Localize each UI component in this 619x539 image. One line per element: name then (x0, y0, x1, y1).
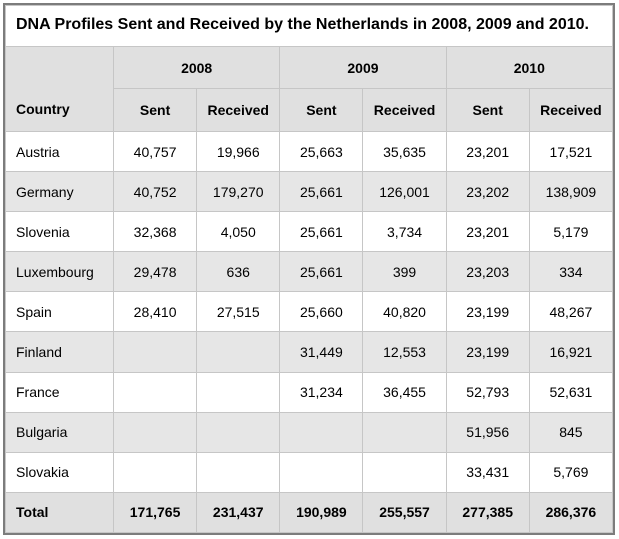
country-cell: Luxembourg (5, 251, 114, 293)
value-cell: 126,001 (362, 171, 447, 213)
year-header-2010: 2010 (445, 46, 614, 89)
value-cell: 5,179 (528, 211, 614, 253)
total-value-cell: 255,557 (362, 491, 447, 534)
value-cell: 179,270 (196, 171, 281, 213)
country-column-header: Country (5, 46, 114, 132)
value-cell: 23,201 (445, 130, 530, 173)
value-cell: 5,769 (528, 451, 614, 493)
value-cell: 52,631 (528, 371, 614, 413)
year-header-2008: 2008 (112, 46, 281, 89)
subheader-row: Sent Received Sent Received Sent Receive… (6, 88, 614, 132)
value-cell: 12,553 (362, 331, 447, 373)
value-cell: 17,521 (528, 130, 614, 173)
value-cell: 3,734 (362, 211, 447, 253)
total-label: Total (5, 491, 114, 534)
value-cell: 48,267 (528, 291, 614, 333)
value-cell (196, 411, 281, 453)
table-row-france: France 31,234 36,455 52,793 52,631 (5, 371, 614, 413)
col-header-received-2008: Received (196, 88, 281, 132)
value-cell: 36,455 (362, 371, 447, 413)
value-cell: 636 (196, 251, 281, 293)
value-cell: 25,661 (279, 211, 364, 253)
value-cell: 27,515 (196, 291, 281, 333)
total-value-cell: 190,989 (279, 491, 364, 534)
col-header-sent-2010: Sent (445, 88, 530, 132)
value-cell: 138,909 (528, 171, 614, 213)
table-row-germany: Germany 40,752 179,270 25,661 126,001 23… (5, 171, 614, 213)
total-row: Total 171,765 231,437 190,989 255,557 27… (5, 491, 614, 534)
value-cell: 29,478 (112, 251, 198, 293)
value-cell: 25,663 (279, 130, 364, 173)
value-cell: 19,966 (196, 130, 281, 173)
value-cell: 40,752 (112, 171, 198, 213)
country-cell: Finland (5, 331, 114, 373)
table-row-slovakia: Slovakia 33,431 5,769 (5, 451, 614, 493)
value-cell: 25,660 (279, 291, 364, 333)
value-cell (112, 411, 198, 453)
value-cell: 40,757 (112, 130, 198, 173)
value-cell: 23,199 (445, 331, 530, 373)
value-cell: 31,234 (279, 371, 364, 413)
value-cell: 32,368 (112, 211, 198, 253)
table-row-finland: Finland 31,449 12,553 23,199 16,921 (5, 331, 614, 373)
value-cell: 28,410 (112, 291, 198, 333)
value-cell: 35,635 (362, 130, 447, 173)
value-cell: 40,820 (362, 291, 447, 333)
value-cell (196, 451, 281, 493)
total-value-cell: 277,385 (445, 491, 530, 534)
value-cell: 52,793 (445, 371, 530, 413)
title-row: DNA Profiles Sent and Received by the Ne… (5, 5, 613, 47)
value-cell (196, 371, 281, 413)
table-row-luxembourg: Luxembourg 29,478 636 25,661 399 23,203 … (5, 251, 614, 293)
value-cell: 33,431 (445, 451, 530, 493)
table-title: DNA Profiles Sent and Received by the Ne… (5, 5, 613, 47)
value-cell: 31,449 (279, 331, 364, 373)
total-value-cell: 286,376 (528, 491, 614, 534)
total-value-cell: 231,437 (196, 491, 281, 534)
country-cell: Bulgaria (5, 411, 114, 453)
table-row-bulgaria: Bulgaria 51,956 845 (5, 411, 614, 453)
year-header-2009: 2009 (279, 46, 447, 89)
value-cell: 845 (528, 411, 614, 453)
col-header-sent-2009: Sent (279, 88, 364, 132)
value-cell: 25,661 (279, 251, 364, 293)
value-cell (362, 411, 447, 453)
country-cell: Germany (5, 171, 114, 213)
value-cell: 23,199 (445, 291, 530, 333)
value-cell: 334 (528, 251, 614, 293)
value-cell (112, 331, 198, 373)
col-header-received-2009: Received (362, 88, 447, 132)
value-cell: 399 (362, 251, 447, 293)
dna-profiles-table: DNA Profiles Sent and Received by the Ne… (5, 5, 614, 534)
table-row-austria: Austria 40,757 19,966 25,663 35,635 23,2… (5, 130, 614, 173)
col-header-sent-2008: Sent (112, 88, 198, 132)
value-cell (279, 451, 364, 493)
value-cell: 23,202 (445, 171, 530, 213)
table-row-slovenia: Slovenia 32,368 4,050 25,661 3,734 23,20… (5, 211, 614, 253)
value-cell: 16,921 (528, 331, 614, 373)
value-cell: 4,050 (196, 211, 281, 253)
value-cell (362, 451, 447, 493)
value-cell: 23,203 (445, 251, 530, 293)
value-cell: 51,956 (445, 411, 530, 453)
country-cell: France (5, 371, 114, 413)
table-row-spain: Spain 28,410 27,515 25,660 40,820 23,199… (5, 291, 614, 333)
value-cell (112, 451, 198, 493)
value-cell (279, 411, 364, 453)
country-cell: Slovenia (5, 211, 114, 253)
country-cell: Austria (5, 130, 114, 173)
table-frame: DNA Profiles Sent and Received by the Ne… (3, 3, 615, 535)
value-cell (196, 331, 281, 373)
value-cell: 25,661 (279, 171, 364, 213)
year-header-row: Country 2008 2009 2010 (5, 46, 614, 132)
country-cell: Slovakia (5, 451, 114, 493)
total-value-cell: 171,765 (112, 491, 198, 534)
value-cell (112, 371, 198, 413)
country-cell: Spain (5, 291, 114, 333)
col-header-received-2010: Received (528, 88, 614, 132)
value-cell: 23,201 (445, 211, 530, 253)
